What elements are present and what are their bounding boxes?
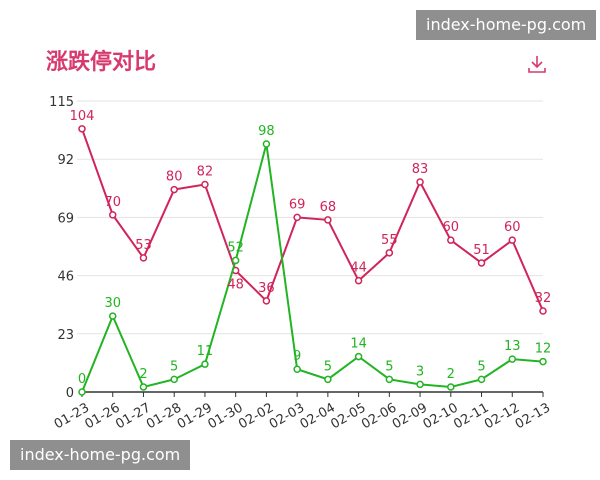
data-label: 5 bbox=[324, 359, 332, 374]
data-point bbox=[354, 352, 363, 361]
data-point bbox=[201, 360, 209, 368]
data-label: 44 bbox=[350, 261, 367, 276]
data-point bbox=[508, 236, 517, 244]
series-line-0 bbox=[81, 128, 544, 312]
data-label: 98 bbox=[258, 124, 275, 139]
x-tick-label: 02-13 bbox=[513, 400, 553, 432]
data-label: 60 bbox=[504, 220, 521, 235]
data-label: 0 bbox=[78, 372, 86, 387]
data-point bbox=[385, 375, 394, 384]
data-point bbox=[231, 256, 240, 265]
data-label: 48 bbox=[227, 278, 244, 293]
data-label: 51 bbox=[473, 243, 490, 258]
data-label: 12 bbox=[535, 342, 552, 357]
data-label: 13 bbox=[504, 339, 521, 354]
data-point bbox=[447, 236, 455, 244]
data-point bbox=[447, 383, 455, 391]
data-point bbox=[508, 355, 517, 363]
data-label: 60 bbox=[443, 220, 460, 235]
data-point bbox=[324, 216, 332, 224]
data-label: 30 bbox=[104, 296, 121, 311]
data-point bbox=[170, 185, 178, 194]
series-line-1 bbox=[81, 143, 544, 393]
data-label: 32 bbox=[535, 291, 552, 306]
data-label: 14 bbox=[350, 337, 367, 352]
data-point bbox=[262, 140, 271, 148]
data-point bbox=[539, 357, 547, 366]
data-point bbox=[78, 125, 86, 133]
data-label: 11 bbox=[197, 344, 214, 359]
y-tick-label: 69 bbox=[57, 211, 74, 226]
data-label: 36 bbox=[258, 281, 275, 296]
y-tick-label: 115 bbox=[49, 95, 74, 110]
data-point bbox=[539, 307, 547, 315]
data-label: 5 bbox=[385, 359, 393, 374]
data-point bbox=[416, 380, 424, 389]
y-tick-label: 23 bbox=[57, 328, 74, 343]
data-label: 68 bbox=[320, 200, 337, 215]
data-point bbox=[201, 180, 209, 189]
watermark-label-top: index-home-pg.com bbox=[416, 10, 597, 40]
data-point bbox=[78, 388, 86, 396]
data-label: 2 bbox=[139, 367, 147, 382]
watermark-label-bottom: index-home-pg.com bbox=[10, 440, 191, 470]
y-tick-label: 0 bbox=[66, 386, 74, 401]
data-label: 5 bbox=[477, 359, 485, 374]
data-label: 52 bbox=[227, 240, 244, 255]
data-point bbox=[324, 375, 332, 384]
data-point bbox=[108, 312, 117, 320]
y-tick-label: 46 bbox=[57, 270, 74, 285]
data-label: 55 bbox=[381, 233, 398, 248]
data-point bbox=[385, 249, 394, 257]
data-label: 2 bbox=[447, 367, 455, 382]
data-point bbox=[108, 211, 117, 219]
chart-title: 涨跌停对比 bbox=[46, 50, 157, 75]
data-label: 70 bbox=[104, 195, 121, 210]
data-label: 80 bbox=[166, 170, 183, 185]
data-point bbox=[354, 276, 363, 285]
data-label: 53 bbox=[135, 238, 152, 253]
data-label: 104 bbox=[70, 109, 95, 124]
data-label: 3 bbox=[416, 364, 424, 379]
data-point bbox=[416, 178, 424, 186]
download-icon[interactable] bbox=[527, 54, 547, 74]
y-tick-label: 92 bbox=[57, 153, 74, 168]
data-point bbox=[170, 375, 178, 384]
data-point bbox=[477, 375, 486, 384]
data-label: 9 bbox=[293, 349, 301, 364]
data-point bbox=[262, 297, 271, 305]
data-point bbox=[293, 213, 301, 222]
data-point bbox=[139, 383, 148, 391]
data-label: 69 bbox=[289, 197, 306, 212]
data-point bbox=[477, 259, 486, 267]
data-point bbox=[293, 365, 301, 373]
data-point bbox=[139, 254, 148, 262]
data-label: 5 bbox=[170, 359, 178, 374]
data-label: 83 bbox=[412, 162, 429, 177]
data-label: 82 bbox=[197, 165, 214, 180]
